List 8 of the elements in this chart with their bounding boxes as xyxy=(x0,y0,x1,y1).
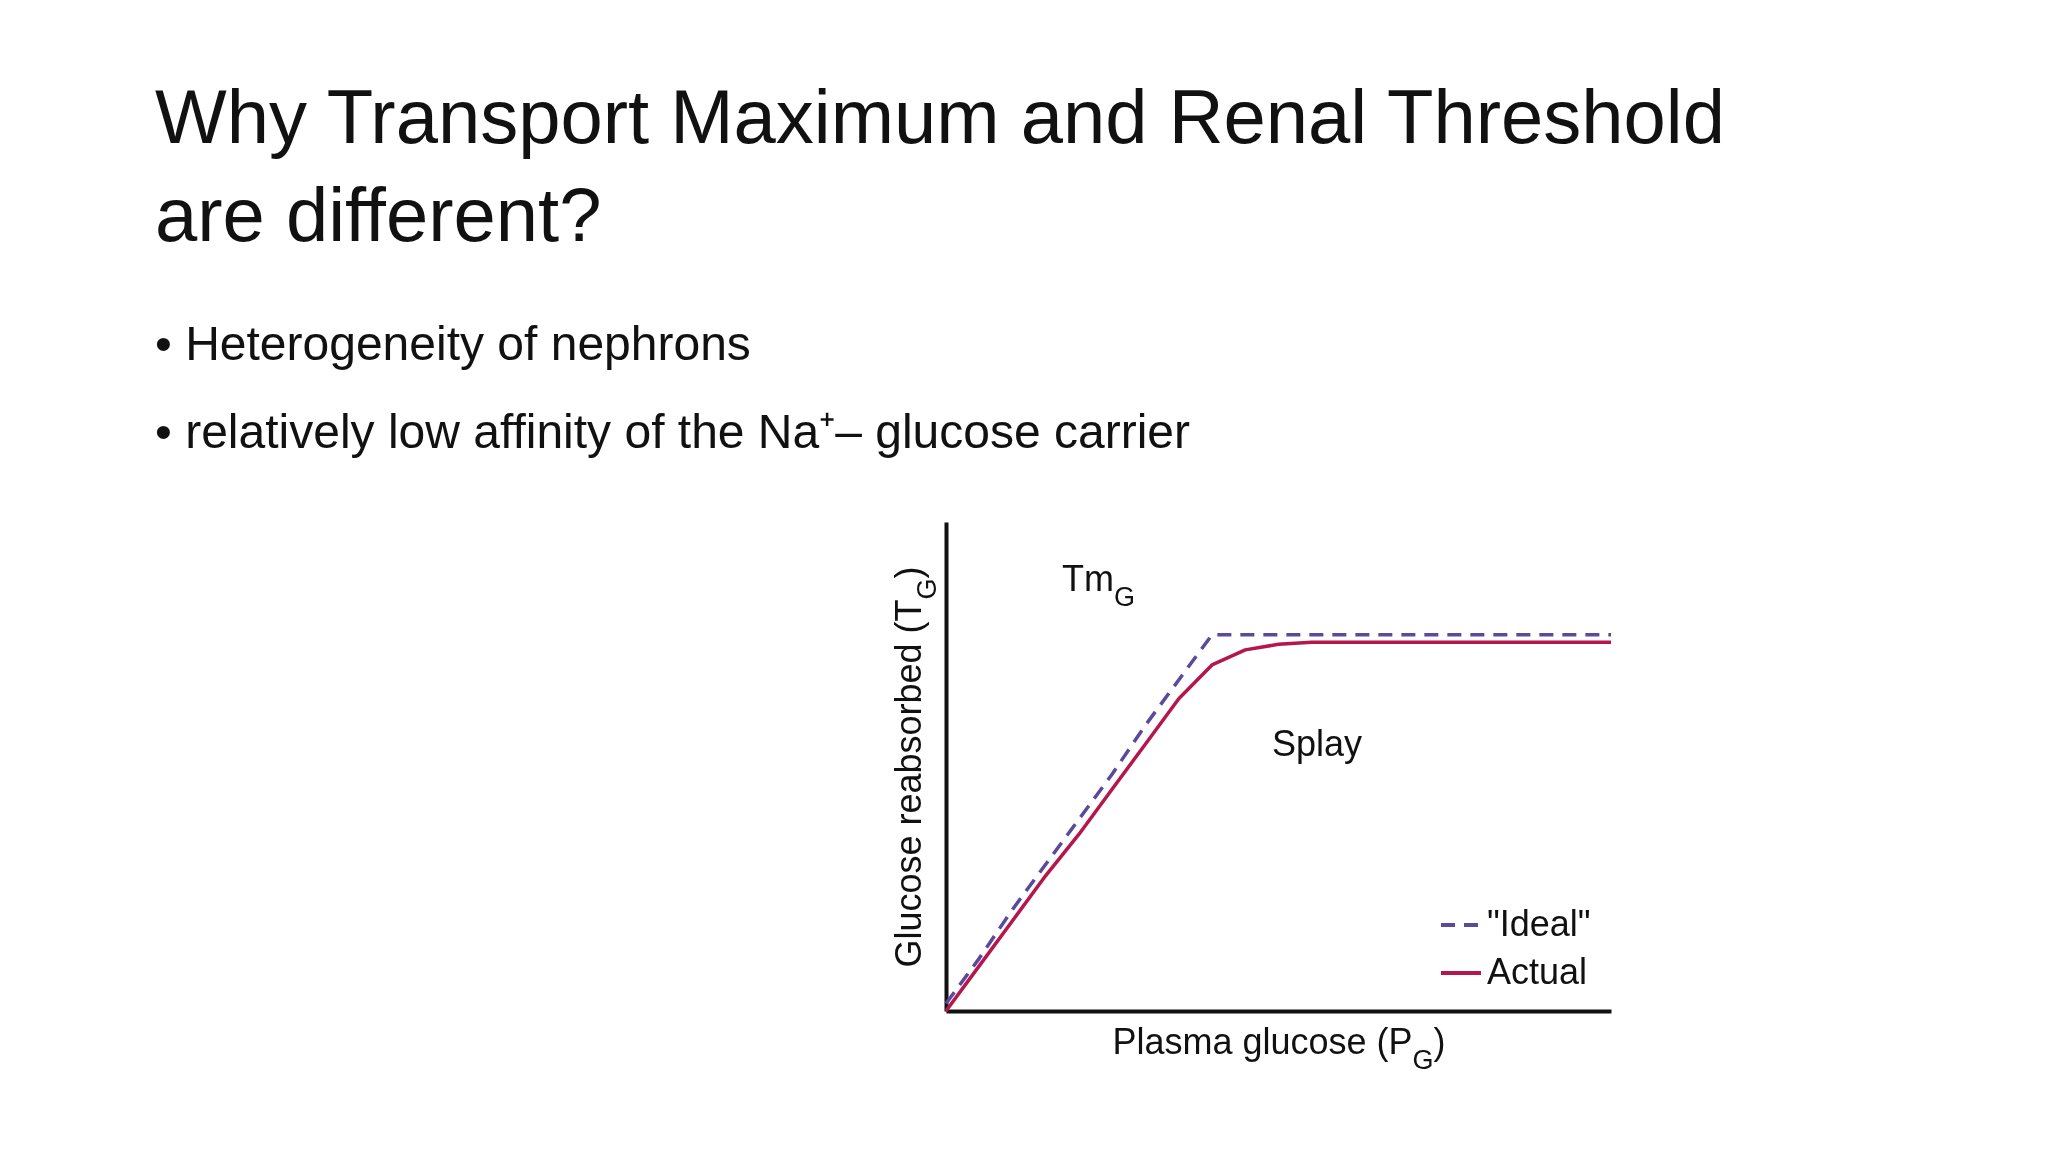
annotation: Splay xyxy=(1272,722,1363,764)
text: • Heterogeneity of nephrons xyxy=(155,316,752,372)
legend-label: Actual xyxy=(1487,951,1588,992)
text: • relatively low affinity of the Na⁺– glucose carrier xyxy=(155,404,1191,460)
x-axis-title: Plasma glucose (P$_{G}$) xyxy=(1112,1020,1446,1075)
chart-title: Why Transport Maximum and Renal Threshold are different? xyxy=(155,73,1726,259)
legend-label: "Ideal" xyxy=(1487,903,1591,944)
text: Tm$_{G}$ xyxy=(1062,557,1135,612)
